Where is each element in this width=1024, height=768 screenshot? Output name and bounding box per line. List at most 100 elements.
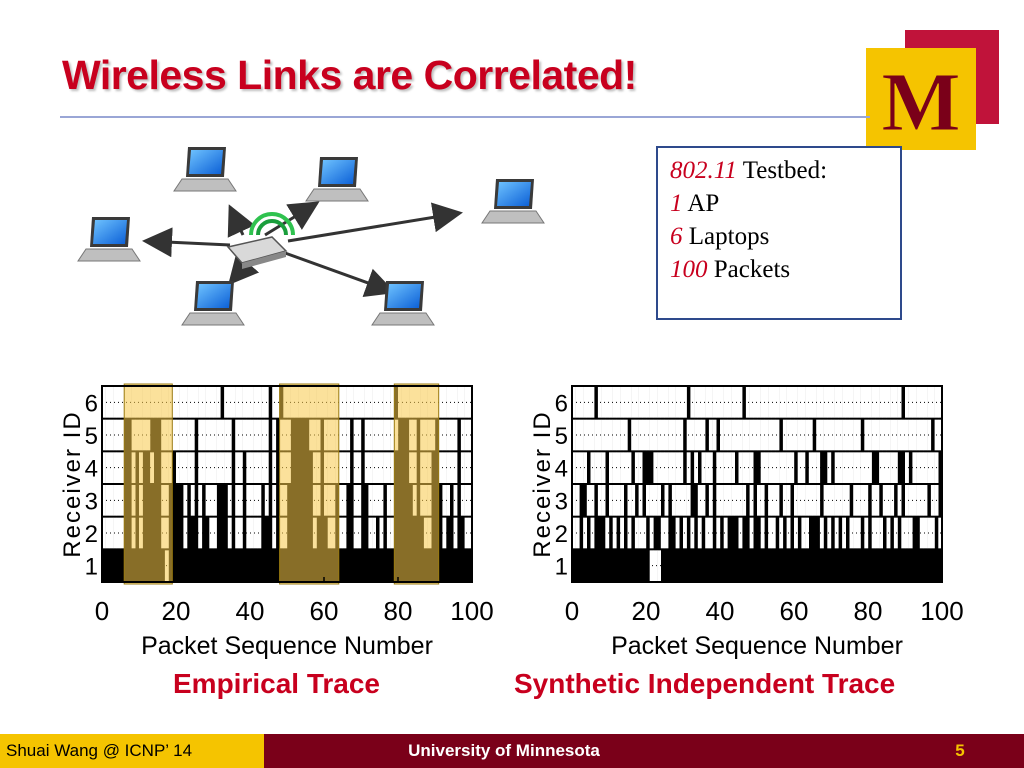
heatmap-cell [631,419,636,451]
heatmap-cell [801,419,806,451]
heatmap-cell [597,485,602,516]
heatmap-cell [572,485,576,516]
heatmap-cell [257,517,262,549]
x-tick-label: 100 [450,596,493,626]
heatmap-cell [257,419,262,451]
heatmap-cell [749,419,754,451]
heatmap-cell [109,419,114,451]
heatmap-cell [601,485,606,516]
heatmap-cell [342,452,347,483]
info-line: 6 Laptops [670,220,900,253]
heatmap-cell [653,550,658,581]
heatmap-cell [916,452,920,483]
heatmap-cell [386,419,391,451]
heatmap-cell [235,485,240,516]
heatmap-cell [579,452,584,483]
heatmap-cell [627,517,632,549]
heatmap-cell [357,517,362,549]
y-tick-label: 4 [555,456,568,483]
heatmap-cell [757,419,761,451]
heatmap-cell [442,517,447,549]
heatmap-cell [923,419,928,451]
heatmap-cell [113,452,117,483]
heatmap-cell [253,517,258,549]
heatmap-cell [353,517,358,549]
testbed-info-box: 802.11 Testbed: 1 AP 6 Laptops 100 Packe… [656,146,902,320]
heatmap-cell [612,485,617,516]
heatmap-cell [383,419,388,451]
heatmap-cell [338,452,343,483]
slide-title: Wireless Links are Correlated! [62,52,637,98]
heatmap-cell [712,387,717,418]
heatmap-cell [649,517,654,549]
heatmap-cell [856,387,861,418]
heatmap-cell [864,387,869,418]
heatmap-cell [794,387,798,418]
heatmap-cell [779,452,784,483]
heatmap-cell [912,387,917,418]
heatmap-cell [819,517,824,549]
heatmap-cell [716,485,721,516]
heatmap-cell [235,387,240,418]
heatmap-cell [660,419,665,451]
heatmap-cell [105,485,110,516]
heatmap-cell [871,485,876,516]
heatmap-cell [105,517,110,549]
heatmap-cell [771,419,776,451]
heatmap-cell [375,452,380,483]
heatmap-cell [250,419,254,451]
heatmap-cell [383,452,388,483]
heatmap-cell [449,387,454,418]
heatmap-cell [675,452,680,483]
heatmap-cell [664,387,669,418]
heatmap-cell [616,387,621,418]
heatmap-cell [105,452,110,483]
heatmap-cell [864,517,869,549]
heatmap-cell [446,419,450,451]
heatmap-cell [623,452,628,483]
info-line: 100 Packets [670,253,900,286]
heatmap-cell [849,452,854,483]
heatmap-cell [623,419,628,451]
heatmap-cell [446,387,450,418]
heatmap-cell [671,387,676,418]
heatmap-cell [442,419,447,451]
heatmap-cell [679,387,684,418]
heatmap-cell [601,387,606,418]
heatmap-cell [912,485,917,516]
heatmap-cell [801,452,806,483]
heatmap-cell [757,485,761,516]
heatmap-cell [716,387,721,418]
heatmap-cell [653,419,658,451]
heatmap-cell [597,419,602,451]
heatmap-cell [246,517,251,549]
heatmap-cell [749,387,754,418]
x-tick-label: 80 [854,596,883,626]
heatmap-cell [342,419,347,451]
heatmap-cell [771,517,776,549]
heatmap-cell [646,485,650,516]
heatmap-cell [442,387,447,418]
heatmap-cell [261,419,265,451]
heatmap-cell [893,419,898,451]
heatmap-cell [853,419,858,451]
heatmap-cell [727,387,732,418]
heatmap-cell [386,517,391,549]
heatmap-cell [775,485,780,516]
heatmap-cell [731,387,735,418]
heatmap-cell [794,485,798,516]
heatmap-cell [575,452,580,483]
heatmap-cell [583,517,587,549]
y-axis-label: Receiver ID [529,410,556,557]
laptop-icon [481,178,545,224]
x-tick-label: 100 [920,596,963,626]
heatmap-cell [438,419,443,451]
heatmap-cell [572,387,576,418]
heatmap-cell [238,387,243,418]
x-tick-label: 40 [706,596,735,626]
heatmap-cell [775,419,780,451]
heatmap-cell [905,419,909,451]
heatmap-cell [390,517,395,549]
info-number: 1 [670,190,683,217]
